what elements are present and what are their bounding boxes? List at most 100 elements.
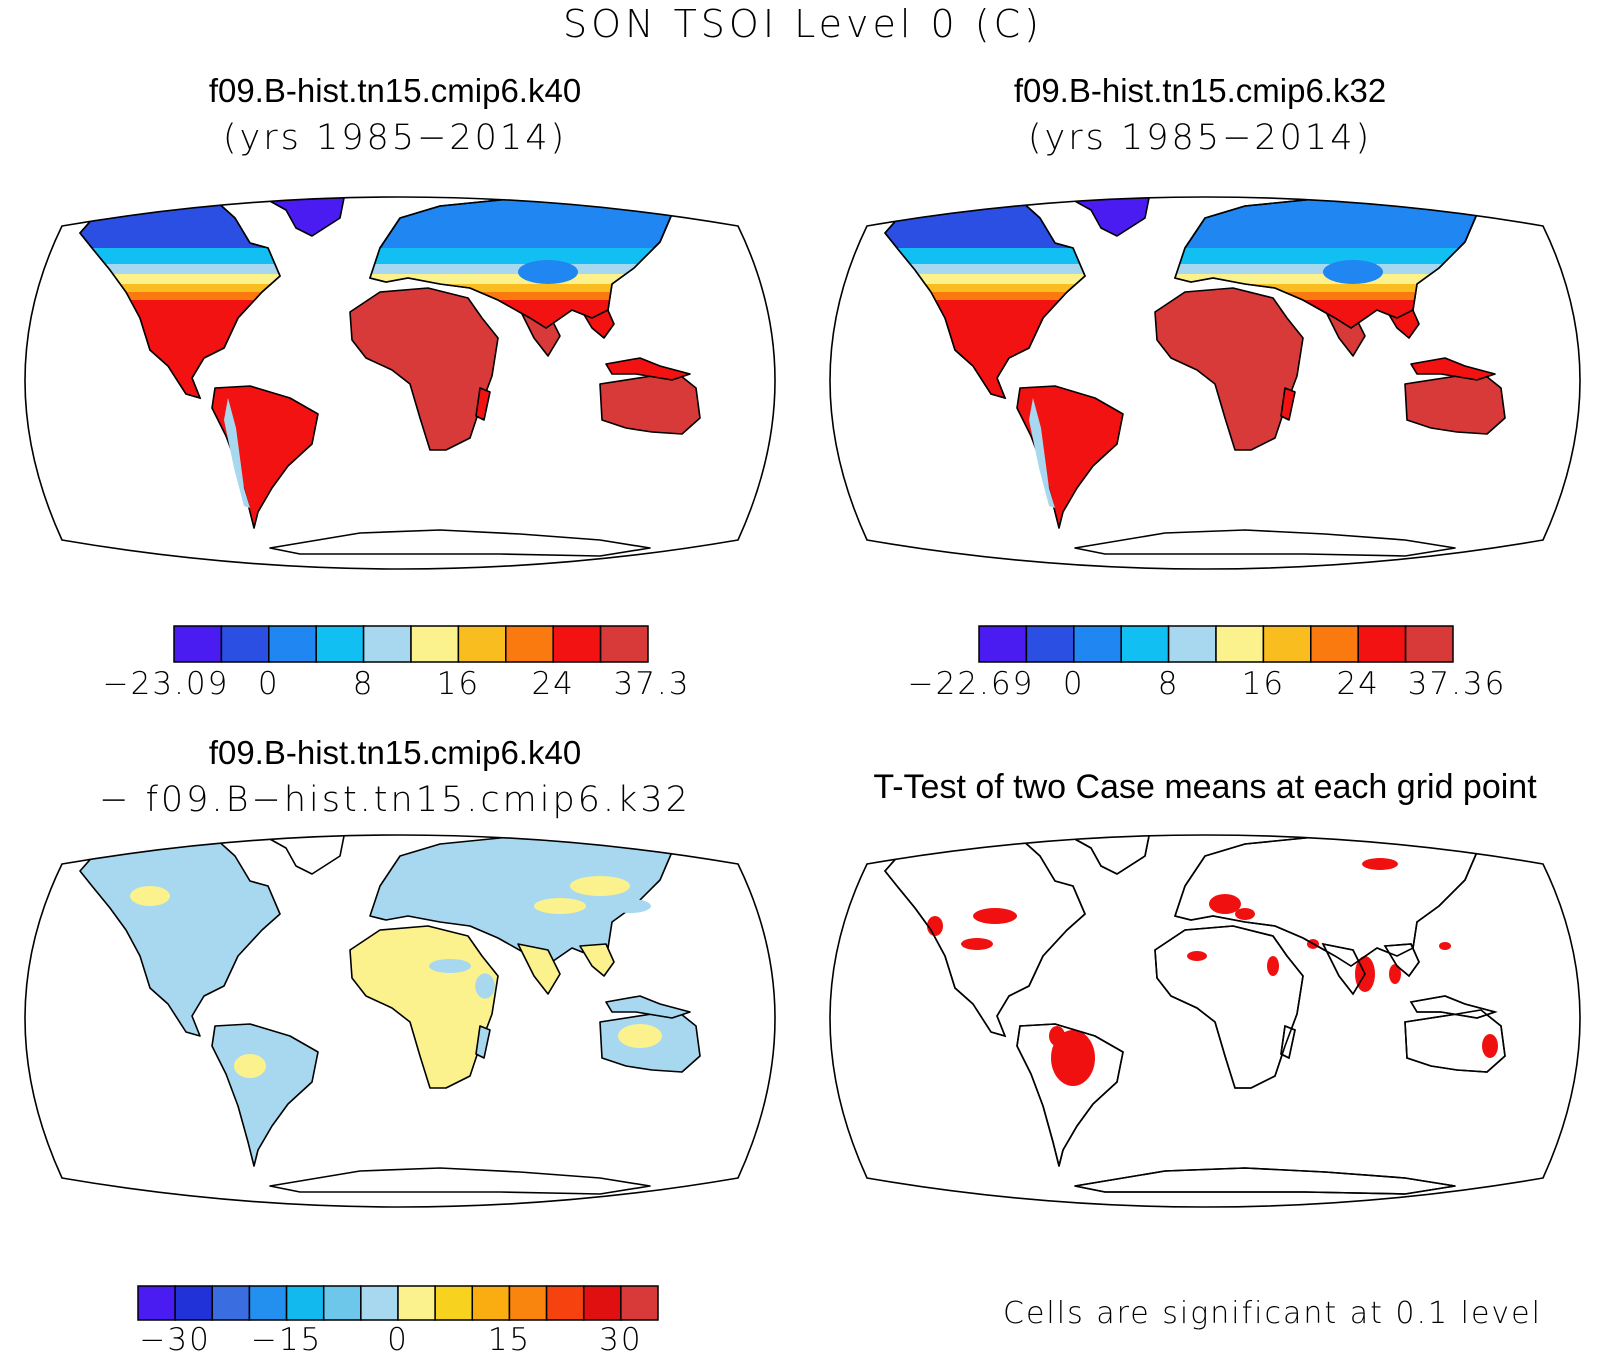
landmass-sa [211,385,319,529]
diff-region [571,920,609,932]
panel2-subtitle: (yrs 1985−2014) [1027,118,1373,158]
diff-region [268,1077,292,1095]
panel3-case-title: f09.B-hist.tn15.cmip6.k40 [208,734,582,771]
colorbar-tick-label: −23.09 [102,666,230,702]
colorbar-tick-label: 0 [1062,666,1085,702]
andes-cold-region [224,398,250,508]
tibet-cold-region [518,260,578,284]
colorbar-tick-label: 16 [1241,666,1286,702]
diff-region [130,886,170,906]
colorbar-tick-label: 0 [257,666,280,702]
panel3-map [24,834,776,1208]
landmass-an [269,529,651,557]
landmass-an [1074,529,1456,557]
landmass-in [517,943,561,995]
panel1-case-title: f09.B-hist.tn15.cmip6.k40 [208,72,582,109]
landmass-na [79,835,281,1037]
colorbar-box [268,625,317,663]
map-border [829,196,1581,570]
significant-cell [1362,858,1398,870]
colorbar-tick-label: 37.36 [1407,666,1507,702]
map-border [829,834,1581,1208]
significant-cell [1267,956,1279,976]
colorbar-box [1404,625,1454,663]
panel1-colorbar [173,625,649,663]
tibet-cold-region [1323,260,1383,284]
colorbar-box [505,625,554,663]
diff-region [166,909,194,923]
colorbar-tick-label: 8 [352,666,375,702]
significant-cell [1389,964,1401,984]
significant-cell [1209,894,1241,914]
colorbar-boxes [137,1285,659,1321]
landmass-mg [475,1025,491,1059]
colorbar-tick-label: 8 [1157,666,1180,702]
landmass-id [1410,357,1496,381]
colorbar-box [397,1285,436,1321]
map-border [24,834,776,1208]
coastline [1383,943,1420,978]
landmass-sa [1016,385,1124,529]
colorbar-box [457,625,507,663]
colorbar-box [174,1285,214,1321]
significant-cell [1439,942,1451,950]
panel3-subtitle: − f09.B−hist.tn15.cmip6.k32 [99,780,691,820]
coastline [1173,197,1479,329]
map-border [24,196,776,570]
colorbar-box [620,1285,659,1321]
sahara-hot-region [370,302,450,350]
colorbar-box [360,1285,399,1321]
landmass-eu [369,835,673,967]
coastline [883,835,1086,1038]
colorbar-box [978,625,1028,663]
diff-region [618,1024,662,1048]
panel3-colorbar-labels: −30 −15 0 15 30 [138,1322,658,1358]
figure-title: SON TSOI Level 0 (C) [563,2,1043,46]
coastline [1280,1024,1296,1060]
colorbar-box [582,1285,622,1321]
colorbar-box [1120,625,1170,663]
colorbar-boxes [978,625,1454,663]
panel2-colorbar-labels: −22.69 0 8 16 24 37.36 [908,666,1505,702]
colorbar-box [410,625,460,663]
significant-cell [973,908,1017,924]
colorbar-box [1310,625,1359,663]
landmass-au [1404,371,1506,435]
colorbar-boxes [173,625,649,663]
panel1-colorbar-labels: −23.09 0 8 16 24 37.3 [103,666,689,702]
panel1-map [24,196,776,570]
coastline [1404,1009,1506,1073]
coastline [1173,835,1479,967]
colorbar-tick-label: 24 [531,666,575,702]
diff-region [475,973,495,999]
panel2-map [829,196,1581,570]
colorbar-tick-label: 24 [1336,666,1380,702]
colorbar-box [471,1285,511,1321]
panel2-case-title: f09.B-hist.tn15.cmip6.k32 [1013,72,1387,109]
landmass-au [599,371,701,435]
diff-region [654,1047,686,1065]
significant-cell [1482,1034,1498,1058]
landmass-mg [1280,387,1296,421]
colorbar-box [248,1285,288,1321]
panel3-colorbar [137,1285,659,1321]
landmass-gl [267,835,346,875]
colorbar-box [220,625,270,663]
panel4-map [829,834,1581,1208]
colorbar-box [322,1285,362,1321]
colorbar-tick-label: 16 [436,666,481,702]
coastline [1409,995,1498,1019]
significant-cell [927,916,943,936]
significant-cell [1049,1026,1065,1046]
coastline [1154,925,1304,1089]
significant-cell [1187,951,1207,961]
landmass-id [605,357,691,381]
landmass-af [1154,925,1304,1089]
colorbar-box [173,625,223,663]
panel2-colorbar [978,625,1454,663]
panel1-subtitle: (yrs 1985−2014) [222,118,568,158]
colorbar-tick-label: 37.3 [613,666,691,702]
colorbar-box [315,625,365,663]
colorbar-box [362,625,412,663]
diff-region [570,876,630,896]
